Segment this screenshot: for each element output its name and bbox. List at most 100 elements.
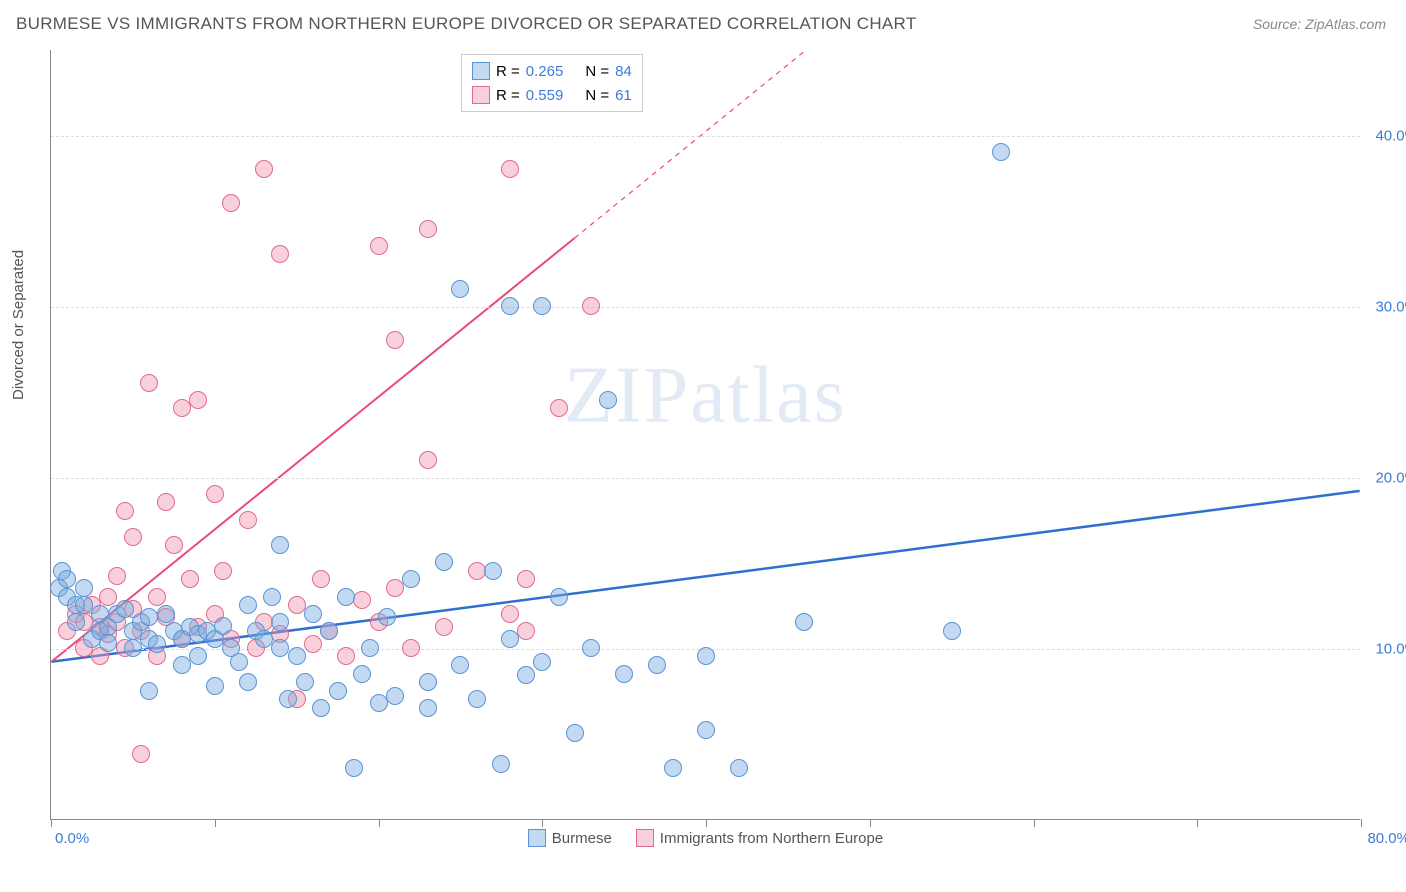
blue-point (648, 656, 666, 674)
blue-point (140, 608, 158, 626)
pink-point (517, 622, 535, 640)
blue-point (370, 694, 388, 712)
pink-point (116, 502, 134, 520)
y-tick-label: 10.0% (1375, 640, 1406, 657)
blue-point (337, 588, 355, 606)
pink-point (239, 511, 257, 529)
blue-point (320, 622, 338, 640)
blue-point (943, 622, 961, 640)
blue-point (255, 630, 273, 648)
r-label: R = (496, 87, 520, 104)
pink-point (288, 596, 306, 614)
swatch-pink (472, 86, 490, 104)
pink-point (419, 451, 437, 469)
legend-row-pink: R = 0.559 N = 61 (472, 83, 632, 107)
pink-point (108, 567, 126, 585)
pink-point (419, 220, 437, 238)
blue-point (271, 613, 289, 631)
pink-point (140, 374, 158, 392)
n-label: N = (585, 87, 609, 104)
pink-point (124, 528, 142, 546)
blue-point (67, 613, 85, 631)
blue-point (230, 653, 248, 671)
blue-point (664, 759, 682, 777)
x-tick (1034, 819, 1035, 827)
swatch-blue (472, 62, 490, 80)
pink-point (501, 605, 519, 623)
blue-point (329, 682, 347, 700)
x-tick (706, 819, 707, 827)
pink-point (386, 579, 404, 597)
legend-label-blue: Burmese (552, 830, 612, 847)
legend-row-blue: R = 0.265 N = 84 (472, 59, 632, 83)
pink-point (550, 399, 568, 417)
correlation-legend: R = 0.265 N = 84 R = 0.559 N = 61 (461, 54, 643, 112)
blue-point (533, 297, 551, 315)
r-label: R = (496, 63, 520, 80)
pink-point (312, 570, 330, 588)
pink-point (386, 331, 404, 349)
legend-item-pink: Immigrants from Northern Europe (636, 829, 883, 847)
blue-point (501, 630, 519, 648)
n-value-blue: 84 (615, 63, 632, 80)
pink-point (582, 297, 600, 315)
blue-point (550, 588, 568, 606)
blue-point (148, 635, 166, 653)
blue-point (140, 682, 158, 700)
blue-point (288, 647, 306, 665)
watermark-bold: ZIP (564, 352, 690, 440)
blue-point (345, 759, 363, 777)
pink-point (222, 194, 240, 212)
blue-point (697, 721, 715, 739)
blue-point (157, 605, 175, 623)
x-tick (1197, 819, 1198, 827)
y-axis-label: Divorced or Separated (10, 250, 27, 400)
blue-point (533, 653, 551, 671)
series-legend: Burmese Immigrants from Northern Europe (51, 829, 1360, 847)
blue-point (730, 759, 748, 777)
pink-point (501, 160, 519, 178)
blue-point (189, 647, 207, 665)
pink-point (148, 588, 166, 606)
blue-point (271, 639, 289, 657)
pink-point (337, 647, 355, 665)
pink-point (402, 639, 420, 657)
x-tick (542, 819, 543, 827)
x-tick (1361, 819, 1362, 827)
blue-point (124, 639, 142, 657)
x-tick (379, 819, 380, 827)
blue-point (304, 605, 322, 623)
blue-point (58, 570, 76, 588)
y-tick-label: 40.0% (1375, 127, 1406, 144)
legend-label-pink: Immigrants from Northern Europe (660, 830, 883, 847)
blue-point (468, 690, 486, 708)
blue-point (599, 391, 617, 409)
r-value-pink: 0.559 (526, 87, 564, 104)
r-value-blue: 0.265 (526, 63, 564, 80)
pink-point (517, 570, 535, 588)
pink-point (181, 570, 199, 588)
blue-point (214, 617, 232, 635)
blue-point (99, 634, 117, 652)
blue-point (435, 553, 453, 571)
pink-point (189, 391, 207, 409)
x-tick (870, 819, 871, 827)
blue-point (795, 613, 813, 631)
blue-point (116, 600, 134, 618)
blue-point (296, 673, 314, 691)
blue-point (451, 280, 469, 298)
blue-point (173, 656, 191, 674)
source-label: Source: ZipAtlas.com (1253, 16, 1386, 32)
pink-point (99, 588, 117, 606)
blue-point (484, 562, 502, 580)
blue-point (312, 699, 330, 717)
pink-point (165, 536, 183, 554)
pink-point (206, 485, 224, 503)
blue-point (582, 639, 600, 657)
n-label: N = (585, 63, 609, 80)
blue-point (566, 724, 584, 742)
blue-point (615, 665, 633, 683)
blue-point (239, 596, 257, 614)
y-tick-label: 20.0% (1375, 469, 1406, 486)
gridline (51, 478, 1360, 479)
